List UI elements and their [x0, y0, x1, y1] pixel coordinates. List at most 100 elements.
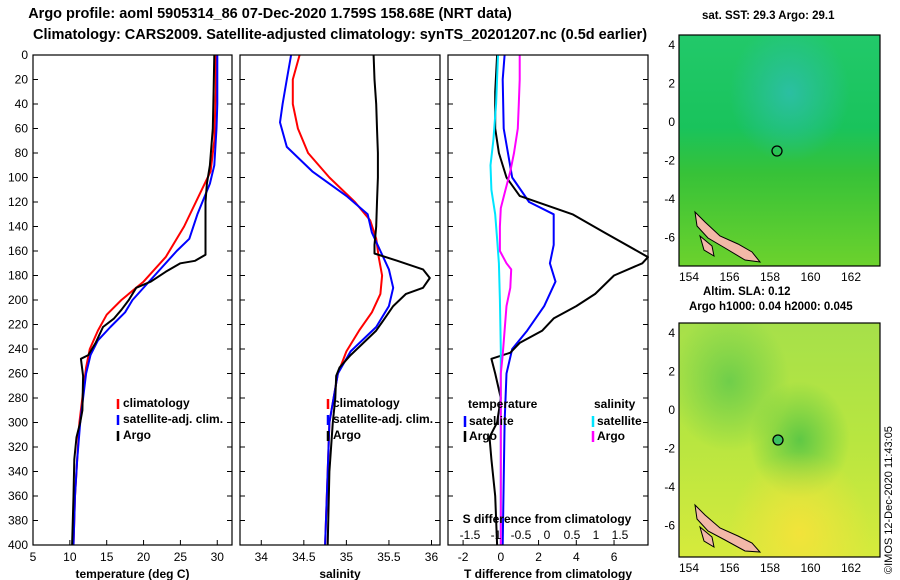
credit-text: ©IMOS 12-Dec-2020 11:43:05 — [883, 426, 895, 574]
series-argo — [71, 54, 216, 546]
legend-label: satellite-adj. clim. — [123, 412, 223, 426]
x-tick-label: 35.5 — [377, 550, 401, 564]
x-tick-label: 36 — [425, 550, 439, 564]
map-y-tick-label: -2 — [664, 154, 675, 168]
chart-title-line1: Argo profile: aoml 5905314_86 07-Dec-202… — [28, 6, 512, 22]
x-tick-label-top: -0.5 — [511, 528, 532, 542]
x-tick-label-top: 1 — [593, 528, 600, 542]
x-tick-label: 5 — [30, 550, 37, 564]
map-x-tick-label: 160 — [800, 561, 820, 575]
y-tick-label: 280 — [8, 391, 28, 405]
y-tick-label: 200 — [8, 293, 28, 307]
map-y-tick-label: -2 — [664, 442, 675, 456]
y-tick-label: 20 — [15, 73, 29, 87]
y-tick-label: 400 — [8, 538, 28, 552]
series-climatology — [291, 54, 384, 546]
chart-title-line2: Climatology: CARS2009. Satellite-adjuste… — [32, 27, 648, 43]
land-island — [699, 525, 715, 549]
sla-map-axes: 154 156 158 160 162 4 2 0 -2 -4 -6 — [664, 326, 861, 575]
panel-difference: -2 0 2 4 6T difference from climatologytempe… — [447, 54, 649, 580]
sla-map — [678, 322, 881, 558]
y-tick-label: 80 — [15, 146, 29, 160]
x-axis-label-top: S difference from climatology — [463, 512, 632, 526]
legend-label: Argo — [597, 429, 625, 443]
map-x-tick-label: 156 — [719, 270, 739, 284]
map-y-tick-label: 4 — [668, 326, 675, 340]
map-x-tick-label: 158 — [760, 561, 780, 575]
argo-position-marker — [772, 434, 784, 446]
x-tick-label: 0 — [497, 550, 504, 564]
y-tick-label: 220 — [8, 318, 28, 332]
series-s-satellite — [489, 54, 502, 545]
map-x-tick-label: 160 — [800, 270, 820, 284]
x-tick-label: 15 — [100, 550, 114, 564]
map-x-tick-label: 158 — [760, 270, 780, 284]
land-new-guinea — [694, 503, 762, 553]
series-s-argo — [498, 55, 521, 545]
legend-label: Argo — [333, 428, 361, 442]
map-y-tick-label: -4 — [664, 480, 675, 494]
y-tick-label: 40 — [15, 97, 29, 111]
x-tick-label: 34.5 — [292, 550, 316, 564]
legend-temperature-title: temperature — [468, 397, 538, 411]
map-y-tick-label: 0 — [668, 115, 675, 129]
land-island — [699, 234, 715, 258]
sst-map — [678, 34, 881, 267]
x-tick-label: 10 — [63, 550, 77, 564]
y-tick-label: 140 — [8, 220, 28, 234]
legend-label: satellite — [469, 414, 514, 428]
x-axis-label: temperature (deg C) — [75, 567, 189, 580]
x-tick-label: 34 — [255, 550, 269, 564]
x-tick-label: 2 — [535, 550, 542, 564]
x-tick-label: 6 — [611, 550, 618, 564]
sst-map-axes: 154 156 158 160 162 4 2 0 -2 -4 -6 — [664, 38, 861, 284]
y-tick-label: 260 — [8, 367, 28, 381]
y-tick-label: 320 — [8, 440, 28, 454]
sst-map-title: sat. SST: 29.3 Argo: 29.1 — [702, 10, 835, 22]
map-y-tick-label: 0 — [668, 403, 675, 417]
plot-frame — [447, 54, 649, 546]
sla-map-title-line1: Altim. SLA: 0.12 — [703, 286, 791, 298]
series-satellite-adj-clim- — [279, 54, 395, 546]
y-tick-label: 240 — [8, 342, 28, 356]
map-x-tick-label: 162 — [841, 561, 861, 575]
x-tick-label: 25 — [174, 550, 188, 564]
x-tick-label-top: 0.5 — [564, 528, 581, 542]
legend-salinity-title: salinity — [594, 397, 636, 411]
series-satellite-adj-clim- — [72, 55, 219, 546]
legend-label: Argo — [123, 428, 151, 442]
series-t-satellite — [501, 54, 557, 546]
x-tick-label: 4 — [573, 550, 580, 564]
x-axis-label: T difference from climatology — [464, 567, 632, 580]
legend-label: climatology — [123, 396, 190, 410]
y-tick-label: 120 — [8, 195, 28, 209]
x-axis-label: salinity — [319, 567, 361, 580]
x-tick-label-top: -1 — [491, 528, 502, 542]
legend-label: satellite — [597, 414, 642, 428]
map-x-tick-label: 154 — [679, 561, 699, 575]
map-y-tick-label: 2 — [668, 77, 675, 91]
y-tick-label: 360 — [8, 489, 28, 503]
map-x-tick-label: 154 — [679, 270, 699, 284]
sla-map-title-line2: Argo h1000: 0.04 h2000: 0.045 — [689, 301, 853, 313]
x-tick-label: -2 — [458, 550, 469, 564]
map-x-tick-label: 162 — [841, 270, 861, 284]
series-climatology — [72, 55, 217, 546]
x-tick-label-top: 0 — [544, 528, 551, 542]
panel-temperature: 5 10 15 20 25 3002040608010012014016018020022… — [8, 48, 233, 580]
y-tick-label: 300 — [8, 416, 28, 430]
plot-frame — [32, 54, 233, 546]
y-tick-label: 380 — [8, 514, 28, 528]
legend-label: Argo — [469, 429, 497, 443]
land-new-guinea — [694, 210, 762, 263]
x-tick-label-top: 1.5 — [612, 528, 629, 542]
map-x-tick-label: 156 — [719, 561, 739, 575]
y-tick-label: 0 — [21, 48, 28, 62]
series-argo — [326, 54, 431, 546]
y-tick-label: 340 — [8, 465, 28, 479]
map-y-tick-label: 4 — [668, 38, 675, 52]
legend-label: climatology — [333, 396, 400, 410]
x-tick-label: 35 — [340, 550, 354, 564]
argo-position-marker — [771, 145, 783, 157]
